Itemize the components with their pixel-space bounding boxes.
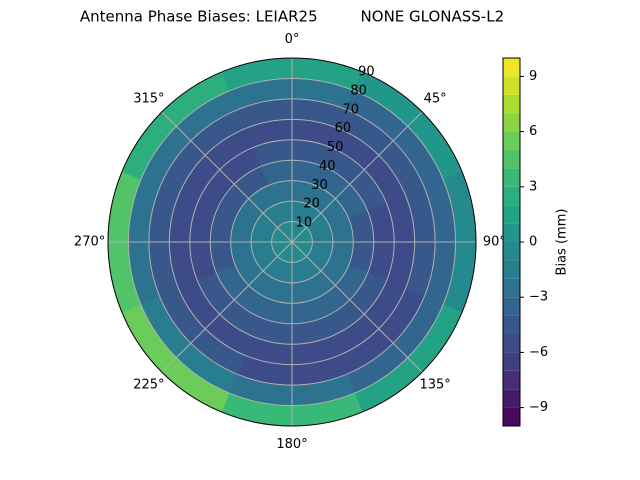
colorbar-band (503, 186, 520, 206)
colorbar-band (503, 297, 520, 316)
colorbar-label: Bias (mm) (555, 209, 570, 276)
colorbar-band (503, 150, 520, 169)
theta-tick-label: 180° (276, 437, 307, 452)
colorbar-band (503, 205, 520, 224)
theta-tick-label: 0° (285, 32, 300, 47)
theta-tick-label: 270° (74, 235, 105, 250)
colorbar-band (503, 334, 520, 353)
colorbar-band (503, 94, 520, 114)
colorbar-band (503, 370, 520, 390)
colorbar-band (503, 168, 520, 187)
r-tick-label: 80 (350, 83, 367, 98)
r-tick-label: 20 (303, 197, 320, 212)
theta-tick-label: 45° (424, 91, 447, 106)
colorbar-band (503, 389, 520, 408)
grid-spoke (291, 111, 423, 243)
chart-title: Antenna Phase Biases: LEIAR25 NONE GLONA… (80, 8, 504, 26)
colorbar-band (503, 76, 520, 95)
r-tick-label: 40 (319, 159, 336, 174)
colorbar-tick-label: 0 (529, 235, 537, 250)
colorbar-band (503, 260, 520, 279)
colorbar-band (503, 113, 520, 132)
grid-spoke (161, 111, 293, 243)
colorbar-tick-label: 6 (529, 124, 537, 139)
r-tick-label: 10 (296, 216, 313, 231)
colorbar-tick-label: −6 (529, 345, 548, 360)
colorbar-band (503, 58, 520, 77)
theta-tick-label: 315° (133, 91, 164, 106)
r-tick-label: 50 (327, 140, 344, 155)
r-tick-label: 90 (358, 65, 375, 80)
colorbar-band (503, 131, 520, 150)
colorbar-tick-label: −9 (529, 400, 548, 415)
polar-frame (107, 57, 477, 427)
colorbar-tick-label: −3 (529, 290, 548, 305)
colorbar-band (503, 242, 520, 261)
grid-spoke (161, 241, 293, 373)
r-tick-label: 60 (335, 121, 352, 136)
colorbar-band (503, 223, 520, 242)
grid-spoke (291, 241, 423, 373)
colorbar-band (503, 278, 520, 298)
theta-tick-label: 135° (419, 378, 450, 393)
r-tick-label: 30 (311, 178, 328, 193)
theta-tick-label: 90° (483, 235, 506, 250)
r-tick-label: 70 (342, 102, 359, 117)
colorbar-band (503, 352, 520, 371)
colorbar-tick-label: 3 (529, 179, 537, 194)
colorbar-band (503, 407, 520, 426)
colorbar-band (503, 315, 520, 334)
colorbar-tick-label: 9 (529, 69, 537, 84)
theta-tick-label: 225° (133, 378, 164, 393)
